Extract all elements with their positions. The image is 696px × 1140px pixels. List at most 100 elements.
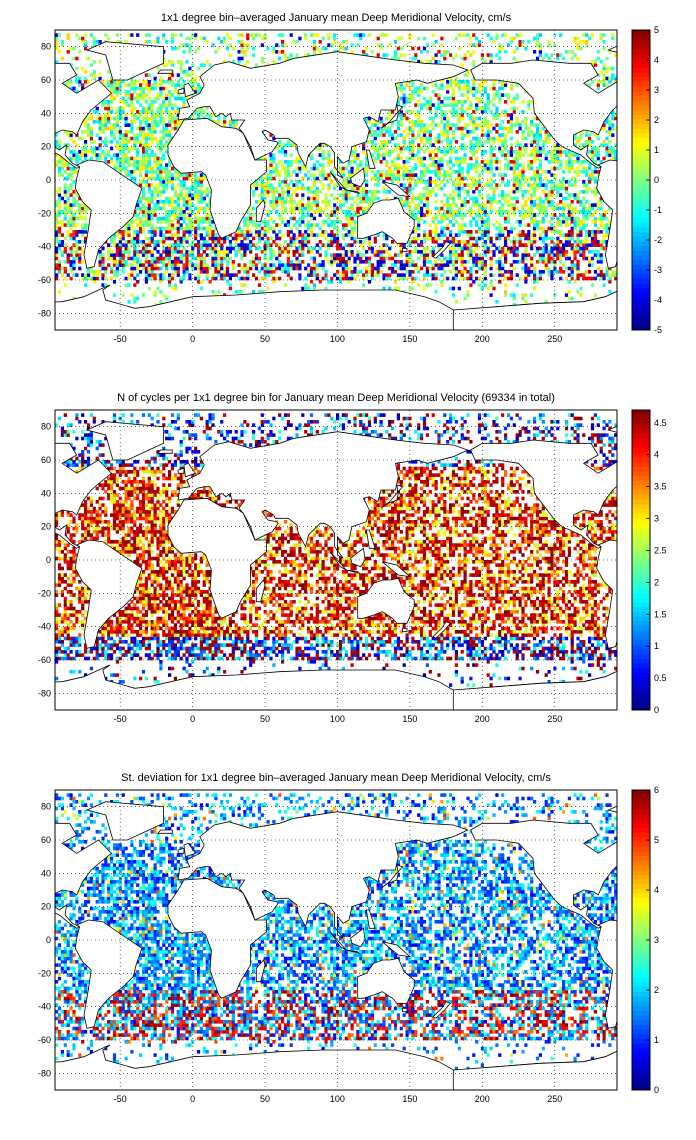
colorbar-tick-label: 3: [654, 85, 659, 95]
colorbar-segment: [632, 212, 650, 218]
colorbar-segment: [632, 865, 650, 871]
colorbar-segment: [632, 489, 650, 495]
colorbar-segment: [632, 301, 650, 307]
coastline: [432, 621, 452, 639]
y-tick-label: 80: [41, 422, 51, 432]
coastline: [177, 467, 185, 474]
colorbar-segment: [632, 611, 650, 617]
coastline: [689, 498, 696, 618]
x-tick-label: 200: [475, 1094, 490, 1104]
coastline: [177, 811, 469, 939]
x-tick-label: 100: [330, 714, 345, 724]
colorbar-segment: [632, 503, 650, 509]
colorbar-segment: [632, 485, 650, 491]
y-tick-label: 60: [41, 75, 51, 85]
coastlines: [55, 421, 696, 710]
y-tick-label: 0: [46, 555, 51, 565]
colorbar-tick-label: 3: [654, 514, 659, 524]
colorbar-segment: [632, 414, 650, 420]
colorbar-segment: [632, 292, 650, 298]
colorbar-tick-label: 2: [654, 115, 659, 125]
coastline: [183, 462, 197, 478]
y-tick-label: 20: [41, 902, 51, 912]
colorbar-segment: [632, 151, 650, 157]
colorbar-segment: [632, 119, 650, 125]
std-dev-panel: St. deviation for 1x1 degree bin–average…: [0, 760, 696, 1140]
coastline: [357, 197, 415, 244]
colorbar-tick-label: -1: [654, 205, 662, 215]
colorbar-segment: [632, 597, 650, 603]
y-tick-label: -20: [38, 588, 51, 598]
colorbar-segment: [632, 156, 650, 162]
colorbar-segment: [632, 203, 650, 209]
colorbar-tick-label: 5: [654, 25, 659, 35]
colorbar-segment: [632, 897, 650, 903]
colorbar-segment: [632, 686, 650, 692]
colorbar-segment: [632, 827, 650, 833]
colorbar-segment: [632, 813, 650, 819]
panel-title: N of cycles per 1x1 degree bin for Janua…: [117, 392, 555, 404]
coastline: [452, 1050, 617, 1090]
coastline: [689, 878, 696, 998]
colorbar-tick-label: 0.5: [654, 673, 667, 683]
colorbar-segment: [632, 663, 650, 669]
colorbar-segment: [632, 1019, 650, 1025]
coastline: [470, 819, 617, 929]
colorbar-segment: [632, 100, 650, 106]
colorbar-segment: [632, 297, 650, 303]
colorbar-segment: [632, 95, 650, 101]
y-tick-label: 80: [41, 802, 51, 812]
colorbar-segment: [632, 541, 650, 547]
y-tick-label: -80: [38, 308, 51, 318]
colorbar-tick-label: 0: [654, 1085, 659, 1095]
colorbar-tick-label: 3.5: [654, 482, 667, 492]
coastline: [346, 189, 361, 195]
colorbar-segment: [632, 170, 650, 176]
colorbar-segment: [632, 695, 650, 702]
colorbar-segment: [632, 194, 650, 200]
colorbar-segment: [632, 311, 650, 317]
coastline: [177, 431, 469, 559]
colorbar-segment: [632, 475, 650, 481]
colorbar-segment: [632, 902, 650, 908]
colorbar-segment: [632, 287, 650, 293]
colorbar-segment: [632, 649, 650, 655]
coastline: [432, 241, 452, 259]
coastline: [85, 801, 165, 841]
x-tick-label: 100: [330, 1094, 345, 1104]
colorbar-segment: [632, 269, 650, 275]
colorbar-segment: [632, 114, 650, 120]
x-tick-label: 50: [260, 714, 270, 724]
data-cells: [55, 33, 617, 307]
colorbar-segment: [632, 1010, 650, 1016]
colorbar-segment: [632, 222, 650, 228]
colorbar-segment: [632, 283, 650, 289]
colorbar-segment: [632, 259, 650, 265]
colorbar-segment: [632, 804, 650, 810]
coastline: [255, 199, 266, 223]
colorbar-segment: [632, 76, 650, 82]
colorbar-segment: [632, 105, 650, 111]
y-tick-label: 20: [41, 522, 51, 532]
y-tick-label: -40: [38, 242, 51, 252]
colorbar-segment: [632, 1000, 650, 1007]
colorbar-segment: [632, 123, 650, 129]
x-tick-label: 250: [547, 714, 562, 724]
colorbar-tick-label: 2: [654, 985, 659, 995]
y-tick-label: 40: [41, 868, 51, 878]
colorbar-segment: [632, 456, 650, 462]
colorbar-segment: [632, 44, 650, 50]
y-tick-label: 60: [41, 835, 51, 845]
colorbar-segment: [632, 250, 650, 256]
coastline: [74, 159, 143, 269]
coastline: [329, 551, 347, 571]
coastline: [167, 497, 267, 619]
coastline: [365, 529, 376, 549]
colorbar-segment: [632, 320, 650, 326]
colorbar-segment: [632, 1005, 650, 1011]
colorbar-segment: [632, 198, 650, 204]
y-tick-label: -60: [38, 275, 51, 285]
colorbar-segment: [632, 592, 650, 598]
colorbar-segment: [632, 874, 650, 880]
